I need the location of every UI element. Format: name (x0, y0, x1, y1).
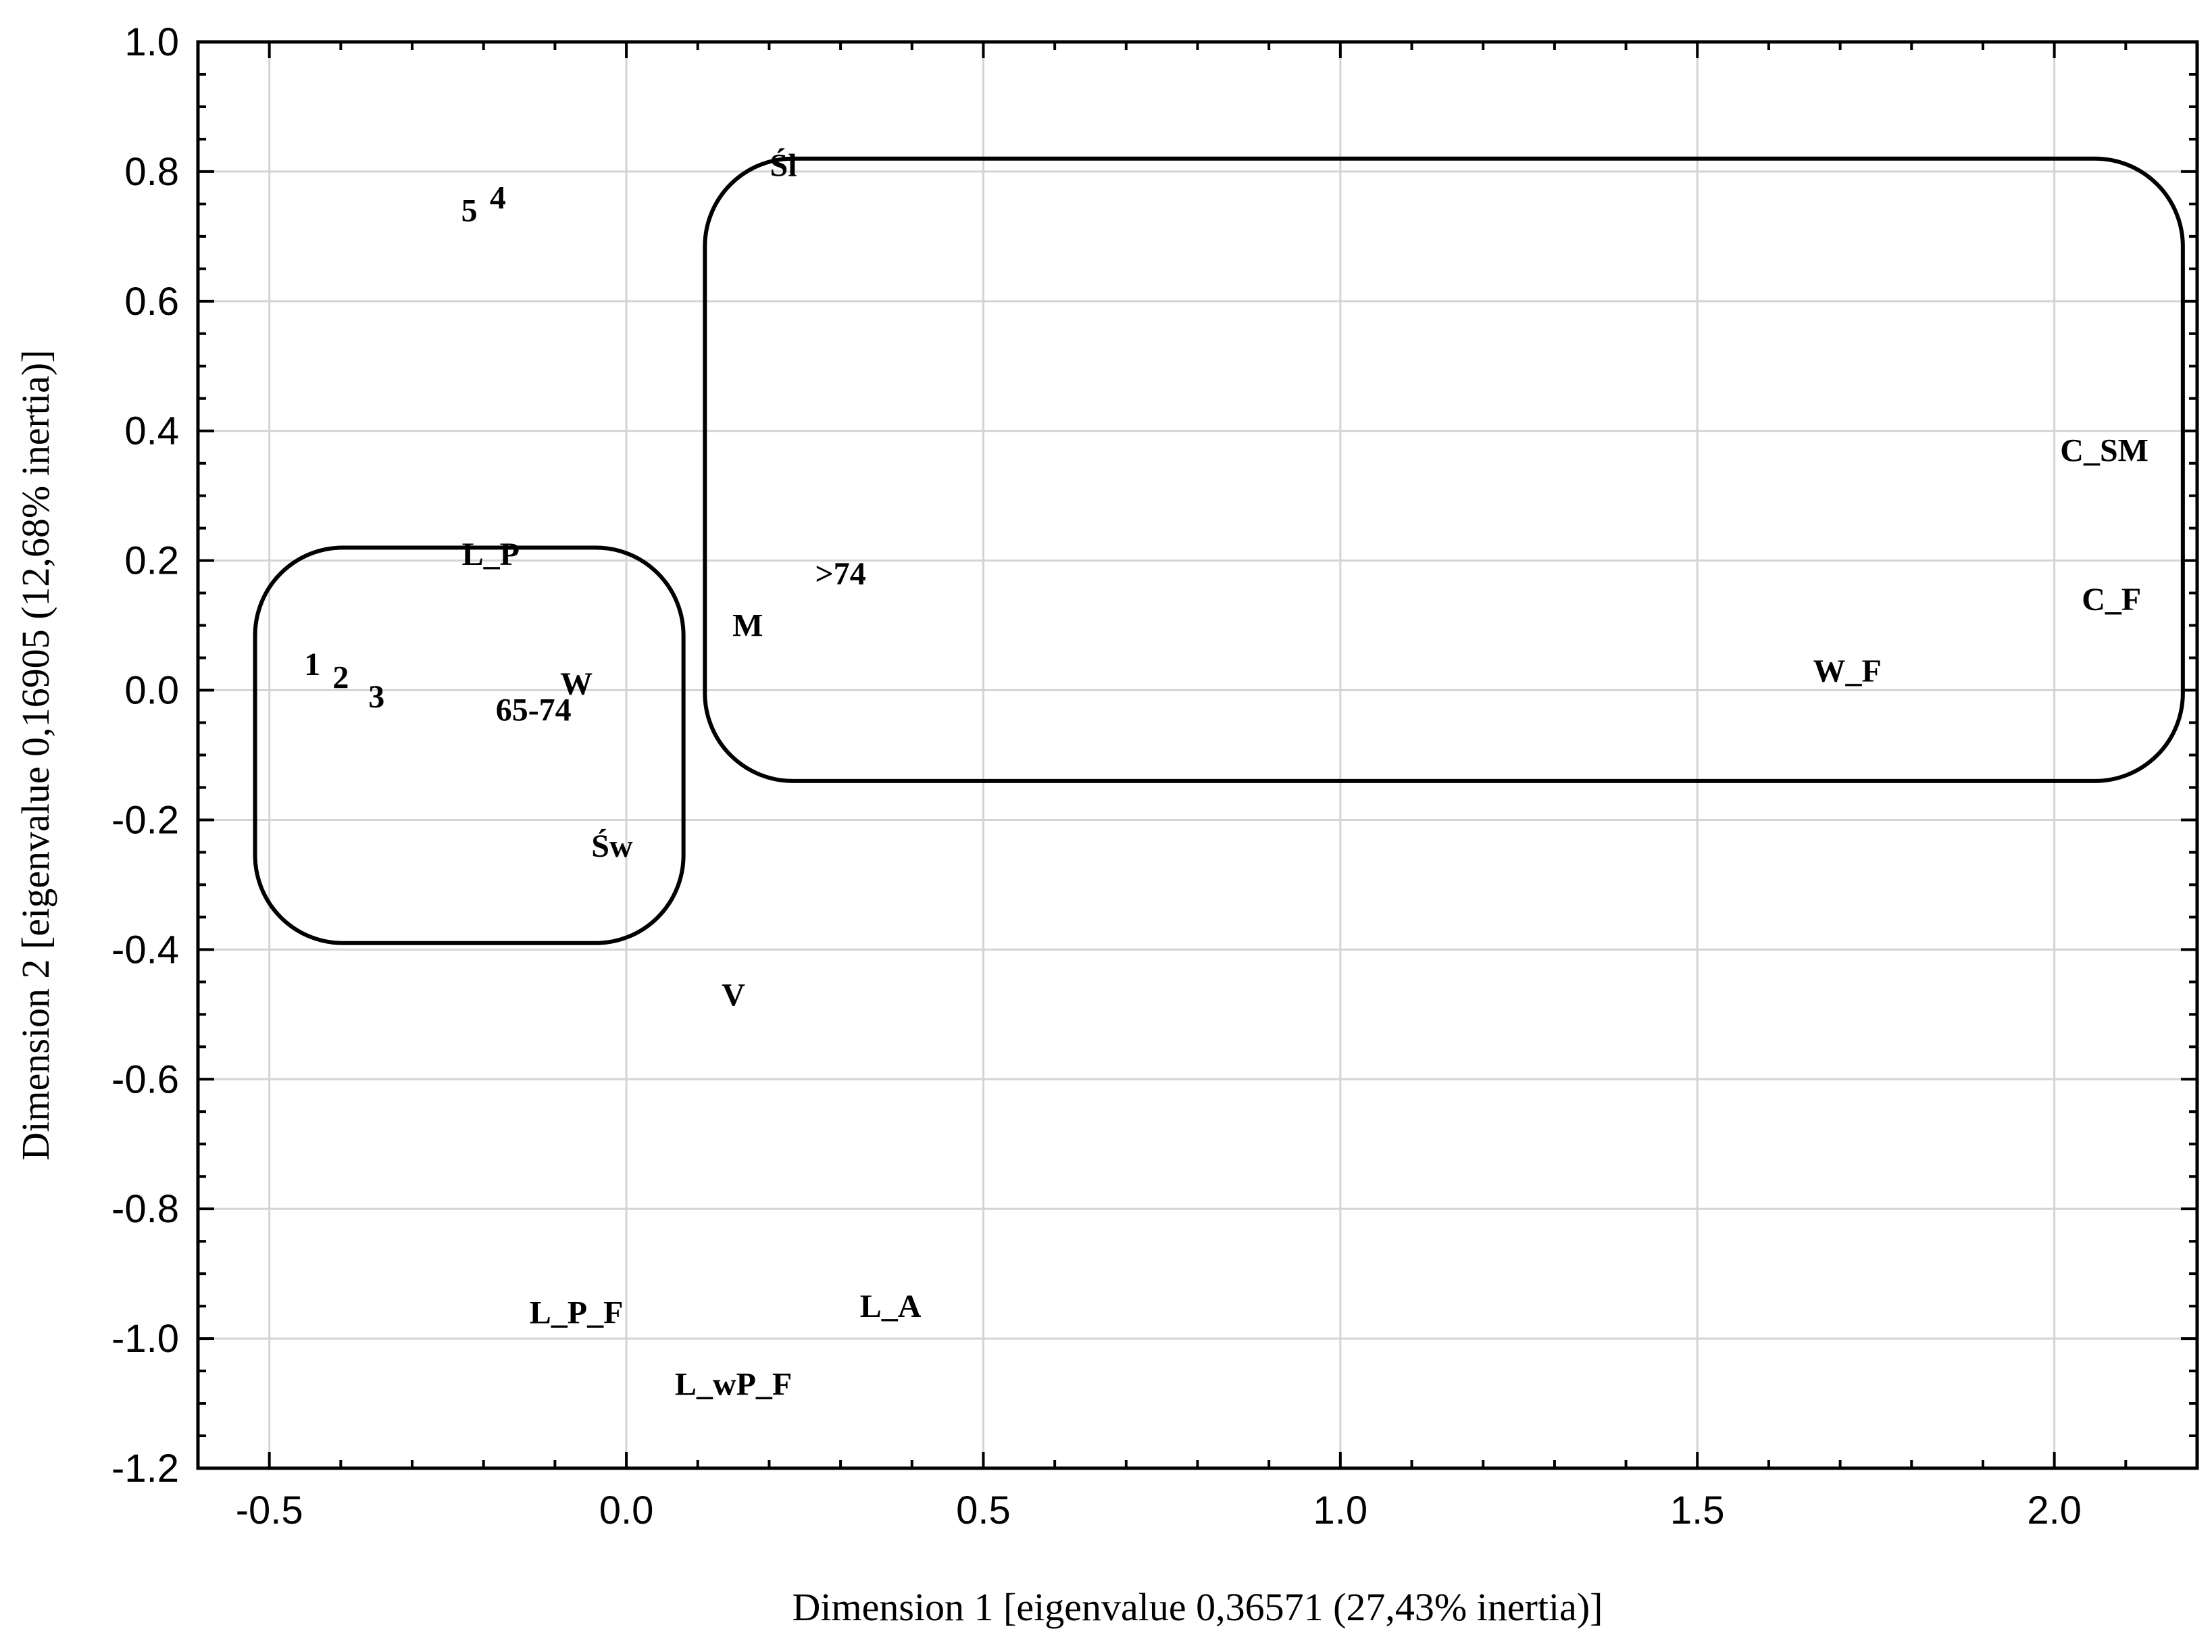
plot-area-frame (196, 40, 2199, 1470)
y-tick-label: 1.0 (124, 20, 179, 64)
x-tick-label: 0.0 (599, 1488, 654, 1532)
y-tick-label: -0.2 (111, 798, 179, 842)
y-tick-label: 0.2 (124, 539, 179, 583)
x-axis-title: Dimension 1 [eigenvalue 0,36571 (27,43% … (793, 1585, 1603, 1629)
axis-ticks (197, 41, 2198, 1470)
point-label: Św (591, 828, 633, 864)
point-label: 1 (304, 647, 320, 682)
point-label: C_F (2082, 582, 2141, 618)
x-tick-label: 2.0 (2027, 1488, 2082, 1532)
point-label: L_P (462, 536, 520, 572)
point-label: W_F (1813, 653, 1882, 689)
point-label: L_wP_F (675, 1366, 792, 1402)
point-label: 4 (490, 180, 506, 216)
x-tick-label: 1.5 (1670, 1488, 1725, 1532)
y-tick-label: -1.2 (111, 1447, 179, 1491)
y-axis-title: Dimension 2 [eigenvalue 0,16905 (12,68% … (14, 350, 57, 1161)
point-label: 5 (461, 193, 478, 228)
point-label: M (732, 608, 763, 644)
y-tick-label: -1.0 (111, 1317, 179, 1361)
point-label: 3 (368, 679, 384, 715)
group-outlines (253, 156, 2185, 945)
point-label: >74 (815, 556, 865, 592)
y-tick-label: 0.0 (124, 669, 179, 713)
x-tick-label: 1.0 (1313, 1488, 1368, 1532)
group-outline-2 (703, 156, 2185, 783)
point-label: L_A (860, 1288, 922, 1324)
point-label: L_P_F (530, 1295, 624, 1331)
y-tick-label: 0.8 (124, 150, 179, 194)
x-tick-label: -0.5 (236, 1488, 303, 1532)
point-label: C_SM (2060, 433, 2148, 469)
x-axis-tick-labels: -0.5 0.0 0.5 1.0 1.5 2.0 (236, 1488, 2082, 1532)
y-tick-label: -0.4 (111, 928, 179, 972)
point-label: 2 (332, 659, 349, 695)
point-label: V (722, 978, 745, 1013)
y-tick-label: -0.8 (111, 1187, 179, 1231)
point-label: W (560, 666, 593, 702)
point-labels: 1 23 45 L_P W65-74 Św Śl >74 M V L_P_F L_A L_wP_F C_S… (304, 147, 2148, 1402)
y-tick-label: 0.6 (124, 280, 179, 324)
grid-lines (198, 41, 2197, 1470)
point-label: Śl (770, 147, 797, 183)
group-outline-1 (253, 545, 686, 945)
y-axis-tick-labels: 1.0 0.8 0.6 0.4 0.2 0.0 -0.2 -0.4 -0.6 -0.8 -1.0 -1… (111, 20, 179, 1491)
x-tick-label: 0.5 (956, 1488, 1011, 1532)
y-tick-label: -0.6 (111, 1057, 179, 1101)
point-label: 65-74 (496, 692, 572, 728)
y-tick-label: 0.4 (124, 409, 179, 453)
